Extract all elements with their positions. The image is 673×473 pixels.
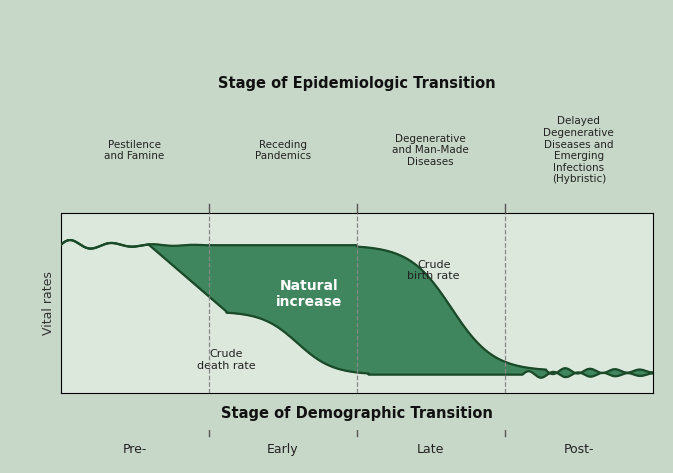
Text: Crude
birth rate: Crude birth rate bbox=[407, 260, 460, 281]
Text: Stage of Epidemiologic Transition: Stage of Epidemiologic Transition bbox=[218, 77, 495, 91]
Text: Late: Late bbox=[417, 443, 444, 456]
Text: Natural
increase: Natural increase bbox=[276, 279, 343, 309]
Text: Pre-: Pre- bbox=[122, 443, 147, 456]
Text: Degenerative
and Man-Made
Diseases: Degenerative and Man-Made Diseases bbox=[392, 134, 469, 167]
Text: Early: Early bbox=[267, 443, 298, 456]
Text: Delayed
Degenerative
Diseases and
Emerging
Infections
(Hybristic): Delayed Degenerative Diseases and Emergi… bbox=[543, 116, 614, 184]
Text: Crude
death rate: Crude death rate bbox=[197, 350, 256, 371]
Text: Receding
Pandemics: Receding Pandemics bbox=[254, 140, 311, 161]
Y-axis label: Vital rates: Vital rates bbox=[42, 271, 55, 335]
Text: Stage of Demographic Transition: Stage of Demographic Transition bbox=[221, 406, 493, 421]
Text: Pestilence
and Famine: Pestilence and Famine bbox=[104, 140, 165, 161]
Text: Post-: Post- bbox=[563, 443, 594, 456]
